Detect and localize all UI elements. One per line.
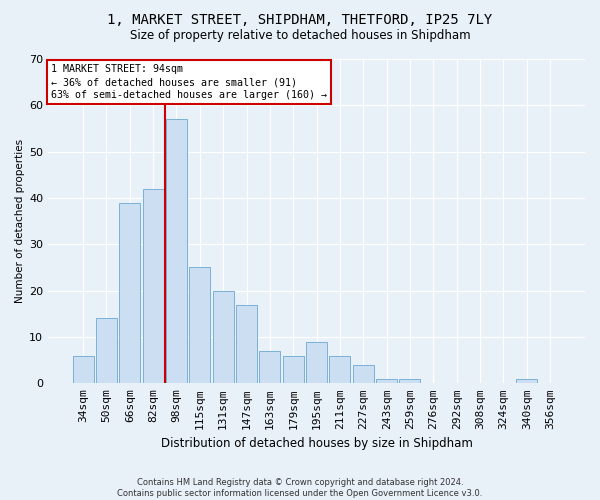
Bar xyxy=(73,356,94,384)
Bar xyxy=(212,290,233,384)
X-axis label: Distribution of detached houses by size in Shipdham: Distribution of detached houses by size … xyxy=(161,437,473,450)
Bar xyxy=(119,202,140,384)
Text: Size of property relative to detached houses in Shipdham: Size of property relative to detached ho… xyxy=(130,29,470,42)
Bar xyxy=(166,119,187,384)
Bar xyxy=(236,304,257,384)
Bar xyxy=(329,356,350,384)
Text: Contains HM Land Registry data © Crown copyright and database right 2024.
Contai: Contains HM Land Registry data © Crown c… xyxy=(118,478,482,498)
Bar xyxy=(306,342,327,384)
Bar xyxy=(143,188,164,384)
Bar xyxy=(259,351,280,384)
Bar xyxy=(353,365,374,384)
Y-axis label: Number of detached properties: Number of detached properties xyxy=(15,139,25,303)
Bar xyxy=(283,356,304,384)
Text: 1, MARKET STREET, SHIPDHAM, THETFORD, IP25 7LY: 1, MARKET STREET, SHIPDHAM, THETFORD, IP… xyxy=(107,12,493,26)
Bar xyxy=(190,268,211,384)
Bar xyxy=(96,318,117,384)
Bar xyxy=(400,378,421,384)
Bar xyxy=(376,378,397,384)
Text: 1 MARKET STREET: 94sqm
← 36% of detached houses are smaller (91)
63% of semi-det: 1 MARKET STREET: 94sqm ← 36% of detached… xyxy=(51,64,327,100)
Bar xyxy=(516,378,537,384)
